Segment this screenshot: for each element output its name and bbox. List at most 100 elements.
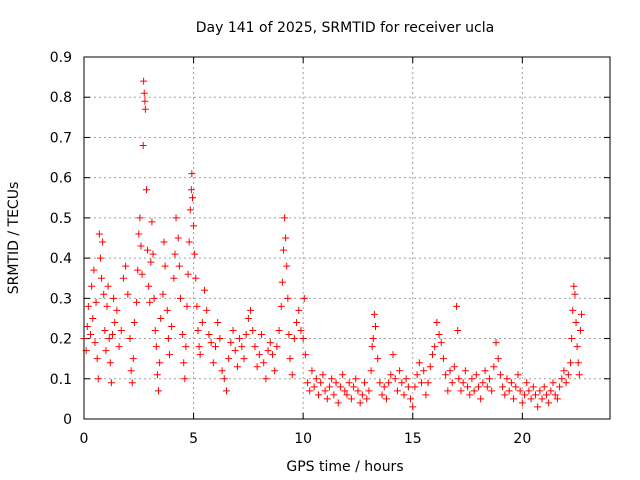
data-point bbox=[108, 331, 116, 339]
data-point bbox=[450, 363, 458, 371]
data-point bbox=[153, 371, 161, 379]
data-point bbox=[195, 343, 203, 351]
data-point bbox=[300, 294, 308, 302]
data-point bbox=[556, 383, 564, 391]
data-point bbox=[435, 331, 443, 339]
data-point bbox=[152, 343, 160, 351]
data-point bbox=[301, 351, 309, 359]
data-point bbox=[466, 391, 474, 399]
data-point bbox=[193, 302, 201, 310]
data-point bbox=[238, 343, 246, 351]
data-point bbox=[171, 250, 179, 258]
x-tick-label: 20 bbox=[513, 431, 531, 447]
data-point bbox=[192, 274, 200, 282]
data-point bbox=[558, 375, 566, 383]
data-point bbox=[518, 399, 526, 407]
data-point bbox=[260, 359, 268, 367]
data-point bbox=[439, 355, 447, 363]
data-point bbox=[273, 343, 281, 351]
data-point bbox=[128, 379, 136, 387]
data-point bbox=[175, 262, 183, 270]
data-point bbox=[407, 395, 415, 403]
data-point bbox=[129, 355, 137, 363]
data-point bbox=[328, 375, 336, 383]
data-point bbox=[149, 250, 157, 258]
data-point bbox=[319, 371, 327, 379]
chart-title: Day 141 of 2025, SRMTID for receiver ucl… bbox=[196, 20, 494, 36]
data-point bbox=[203, 306, 211, 314]
data-point bbox=[370, 310, 378, 318]
data-point bbox=[545, 399, 553, 407]
data-point bbox=[84, 302, 92, 310]
data-point bbox=[180, 359, 188, 367]
data-point bbox=[279, 246, 287, 254]
data-point bbox=[354, 387, 362, 395]
data-point bbox=[164, 335, 172, 343]
data-point bbox=[299, 335, 307, 343]
data-point bbox=[422, 391, 430, 399]
data-point bbox=[521, 391, 529, 399]
data-point bbox=[534, 403, 542, 411]
data-point bbox=[168, 322, 176, 330]
data-point bbox=[343, 391, 351, 399]
data-point bbox=[255, 351, 263, 359]
data-point bbox=[382, 395, 390, 403]
data-point bbox=[101, 327, 109, 335]
data-point bbox=[448, 379, 456, 387]
y-axis-label: SRMTID / TECUs bbox=[6, 182, 22, 295]
data-point bbox=[113, 306, 121, 314]
data-point bbox=[264, 347, 272, 355]
data-point bbox=[510, 395, 518, 403]
data-point bbox=[196, 351, 204, 359]
data-point bbox=[363, 395, 371, 403]
data-point bbox=[433, 318, 441, 326]
data-point bbox=[529, 383, 537, 391]
data-point bbox=[104, 282, 112, 290]
data-point bbox=[251, 343, 259, 351]
data-point bbox=[321, 387, 329, 395]
data-point bbox=[207, 339, 215, 347]
data-point bbox=[514, 371, 522, 379]
data-point bbox=[365, 387, 373, 395]
data-point bbox=[144, 246, 152, 254]
data-point bbox=[249, 327, 257, 335]
data-point bbox=[574, 359, 582, 367]
data-point bbox=[284, 294, 292, 302]
data-point bbox=[560, 367, 568, 375]
data-point bbox=[562, 379, 570, 387]
data-point bbox=[572, 318, 580, 326]
data-point bbox=[368, 343, 376, 351]
data-point bbox=[402, 375, 410, 383]
data-point bbox=[209, 359, 217, 367]
data-point bbox=[98, 274, 106, 282]
data-point bbox=[127, 367, 135, 375]
y-tick-label: 0.3 bbox=[50, 291, 72, 307]
data-point bbox=[222, 387, 230, 395]
y-tick-label: 0 bbox=[63, 412, 72, 428]
data-point bbox=[516, 387, 524, 395]
data-point bbox=[470, 387, 478, 395]
data-point bbox=[103, 302, 111, 310]
data-point bbox=[176, 294, 184, 302]
data-point bbox=[523, 379, 531, 387]
data-point bbox=[459, 379, 467, 387]
data-point bbox=[157, 314, 165, 322]
data-point bbox=[297, 327, 305, 335]
data-point bbox=[95, 230, 103, 238]
data-point bbox=[122, 262, 130, 270]
data-point bbox=[339, 371, 347, 379]
data-point bbox=[540, 383, 548, 391]
data-point bbox=[461, 367, 469, 375]
data-point bbox=[426, 363, 434, 371]
data-point bbox=[172, 214, 180, 222]
data-point bbox=[225, 355, 233, 363]
data-point bbox=[184, 270, 192, 278]
data-point bbox=[205, 331, 213, 339]
data-point bbox=[576, 327, 584, 335]
y-tick-label: 0.2 bbox=[50, 332, 72, 348]
data-point bbox=[547, 387, 555, 395]
data-point bbox=[356, 399, 364, 407]
data-point bbox=[325, 383, 333, 391]
data-point bbox=[453, 302, 461, 310]
data-point bbox=[553, 395, 561, 403]
